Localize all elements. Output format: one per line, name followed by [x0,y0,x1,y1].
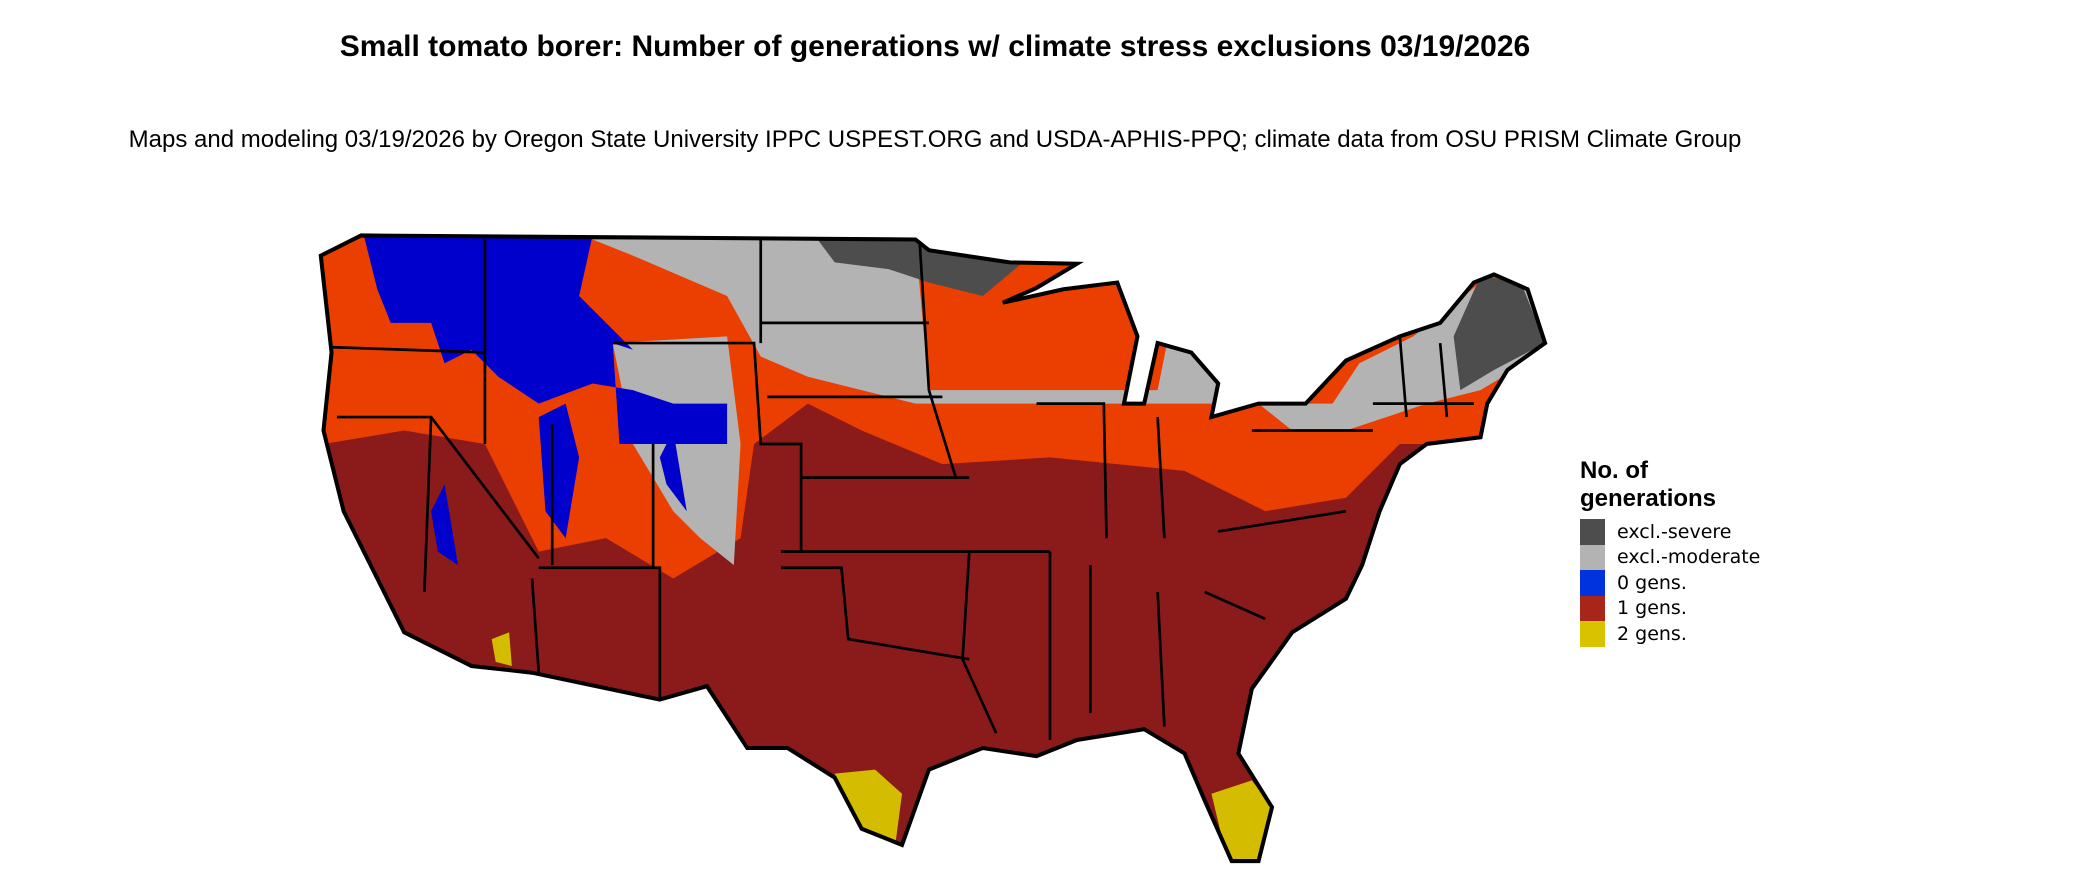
map-title: Small tomato borer: Number of generation… [339,30,1531,63]
legend-item-0-gens: 0 gens. [1580,570,1780,596]
zone-0-gen-patches [431,403,687,566]
legend-label: 0 gens. [1617,571,1687,594]
legend-item-excl-severe: excl.-severe [1580,519,1780,545]
legend-swatch [1580,570,1605,596]
legend-item-2-gens: 2 gens. [1580,621,1780,647]
zone-excl-moderate-rockies [612,336,741,566]
zone-2-gen-socal [491,632,512,666]
legend: No. of generations excl.-severe excl.-mo… [1580,457,1780,647]
state-borders [330,239,1474,740]
legend-label: 1 gens. [1617,597,1687,620]
legend-label: 2 gens. [1617,622,1687,645]
zone-0-gen [363,235,728,444]
legend-swatch [1580,544,1605,570]
legend-item-1-gens: 1 gens. [1580,595,1780,621]
legend-swatch [1580,519,1605,545]
legend-swatch [1580,621,1605,647]
map-subtitle: Maps and modeling 03/19/2026 by Oregon S… [128,126,1742,153]
zone-2-gen-texas [834,769,903,845]
legend-title: No. of generations [1580,457,1717,512]
legend-swatch [1580,595,1605,621]
legend-label: excl.-severe [1617,520,1732,543]
legend-label: excl.-moderate [1617,546,1761,569]
legend-item-excl-moderate: excl.-moderate [1580,544,1780,570]
zone-excl-severe [814,235,1024,296]
zone-excl-severe-maine [1453,275,1546,391]
zone-excl-moderate [592,239,1546,431]
